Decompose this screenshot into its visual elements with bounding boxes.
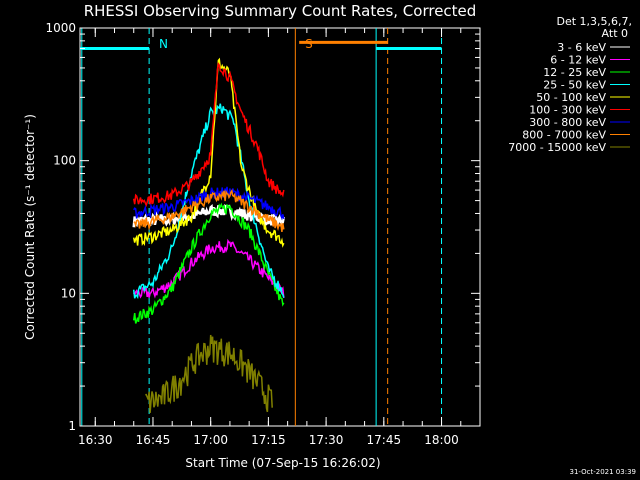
y-tick-label: 100 bbox=[53, 154, 76, 168]
y-axis-label: Corrected Count Rate (s⁻¹ detector⁻¹) bbox=[23, 114, 37, 340]
axis-ticks: 1 10 100 1000 16:30 16:45 17:00 17:15 17:30 17:45… bbox=[45, 21, 481, 447]
x-tick-label: 17:00 bbox=[193, 433, 228, 447]
legend-label: 6 - 12 keV bbox=[550, 54, 606, 67]
legend-label: 3 - 6 keV bbox=[557, 41, 606, 54]
footer-timestamp: 31-Oct-2021 03:39 bbox=[570, 468, 636, 476]
legend-label: 100 - 300 keV bbox=[529, 104, 606, 117]
legend-label: 7000 - 15000 keV bbox=[508, 141, 606, 154]
x-tick-label: 16:30 bbox=[78, 433, 113, 447]
x-tick-label: 18:00 bbox=[424, 433, 459, 447]
series-line bbox=[133, 189, 285, 232]
x-tick-label: 16:45 bbox=[136, 433, 171, 447]
series-line bbox=[132, 202, 285, 324]
legend-label: 12 - 25 keV bbox=[543, 66, 606, 79]
legend-label: 50 - 100 keV bbox=[536, 91, 606, 104]
annotation-label: S bbox=[305, 37, 313, 51]
series-line bbox=[132, 61, 285, 208]
x-axis-label: Start Time (07-Sep-15 16:26:02) bbox=[185, 456, 380, 470]
legend-header-line-2: Att 0 bbox=[602, 27, 628, 40]
y-tick-label: 10 bbox=[61, 286, 76, 300]
series-line bbox=[132, 103, 285, 300]
series-line bbox=[132, 57, 285, 248]
series-line bbox=[133, 238, 285, 299]
chart-title: RHESSI Observing Summary Count Rates, Co… bbox=[84, 2, 477, 20]
series-group bbox=[132, 57, 286, 413]
x-tick-label: 17:15 bbox=[251, 433, 286, 447]
annotation-label: N bbox=[159, 37, 168, 51]
legend-label: 800 - 7000 keV bbox=[522, 129, 606, 142]
y-tick-label: 1 bbox=[68, 419, 76, 433]
legend-label: 25 - 50 keV bbox=[543, 79, 606, 92]
plot-area bbox=[79, 27, 481, 427]
plot-frame bbox=[79, 27, 481, 427]
legend-header-line-1: Det 1,3,5,6,7, bbox=[556, 15, 632, 28]
x-tick-label: 17:45 bbox=[367, 433, 402, 447]
y-tick-label: 1000 bbox=[45, 21, 76, 35]
x-tick-label: 17:30 bbox=[309, 433, 344, 447]
legend-label: 300 - 800 keV bbox=[529, 116, 606, 129]
series-line bbox=[145, 334, 273, 413]
